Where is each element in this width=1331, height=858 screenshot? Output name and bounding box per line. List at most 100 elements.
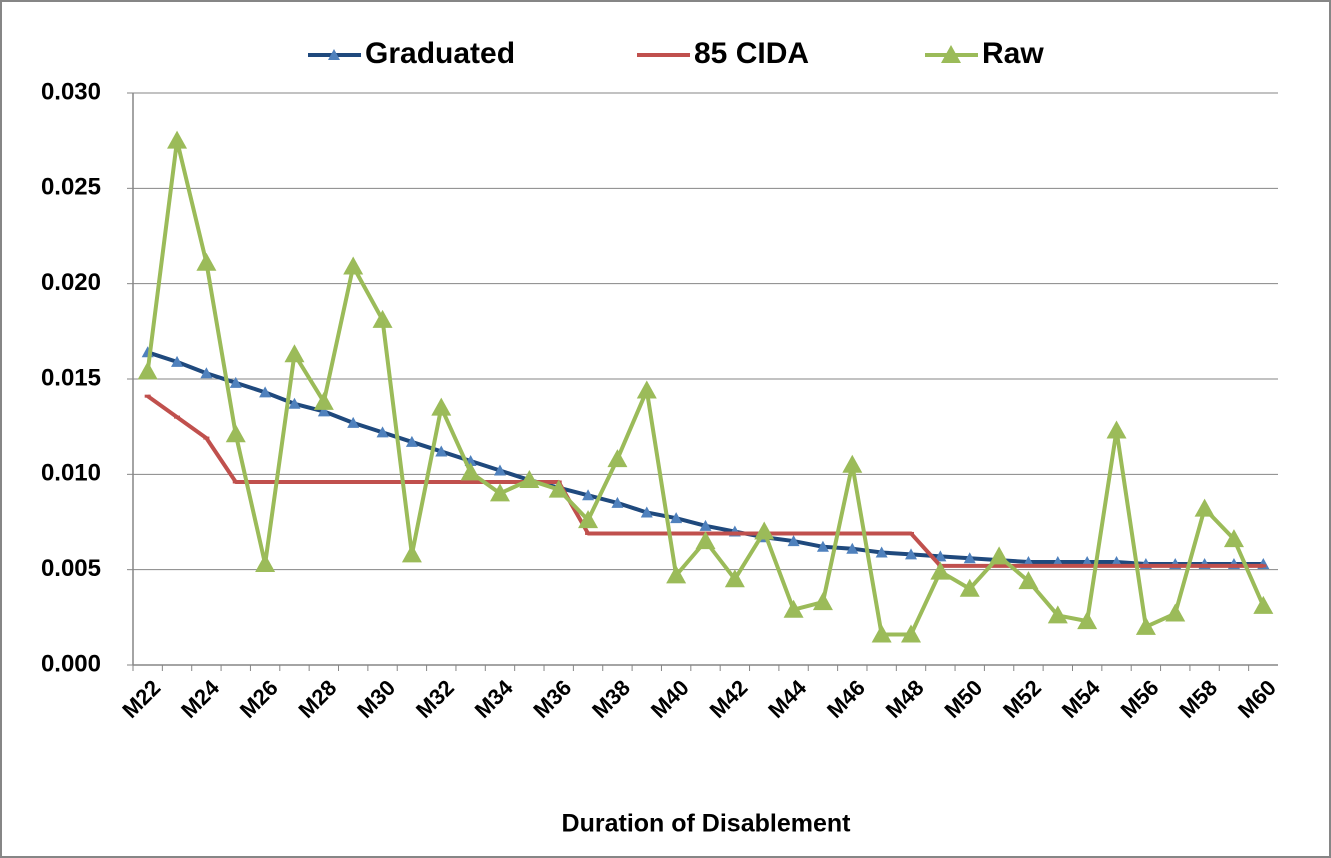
data-point — [401, 544, 422, 563]
data-point — [259, 386, 272, 398]
data-point — [489, 483, 510, 502]
data-point — [460, 462, 481, 481]
data-point — [930, 561, 951, 580]
data-point — [1253, 595, 1274, 614]
data-point — [288, 397, 301, 409]
data-point — [871, 624, 892, 643]
data-point — [1084, 564, 1091, 568]
data-point — [496, 480, 503, 484]
data-point — [724, 569, 745, 588]
data-point — [376, 426, 389, 438]
data-point — [167, 130, 188, 149]
data-point — [320, 480, 327, 484]
y-tick-label: 0.025 — [41, 174, 101, 201]
data-point — [431, 397, 452, 416]
data-point — [200, 367, 213, 379]
data-point — [350, 480, 357, 484]
data-point — [372, 309, 393, 328]
data-point — [754, 521, 775, 540]
data-point — [262, 480, 269, 484]
data-point — [901, 624, 922, 643]
data-point — [225, 424, 246, 443]
data-point — [908, 531, 915, 535]
data-point — [229, 376, 242, 388]
y-tick-label: 0.015 — [41, 364, 101, 391]
data-point — [1106, 420, 1127, 439]
data-point — [196, 252, 217, 271]
legend-marker — [941, 45, 961, 63]
data-point — [582, 489, 595, 501]
data-point — [846, 542, 859, 554]
data-point — [695, 531, 716, 550]
data-point — [790, 531, 797, 535]
data-point — [875, 546, 888, 558]
data-point — [819, 531, 826, 535]
data-point — [284, 344, 305, 363]
legend-label: Graduated — [365, 37, 515, 70]
data-point — [666, 565, 687, 584]
data-point — [1223, 529, 1244, 548]
legend-label: Raw — [982, 37, 1044, 70]
data-point — [347, 416, 360, 428]
data-point — [1142, 564, 1149, 568]
data-point — [1201, 564, 1208, 568]
data-point — [137, 361, 158, 380]
data-point — [493, 464, 506, 476]
data-point — [1165, 603, 1186, 622]
data-point — [405, 435, 418, 447]
data-point — [144, 394, 151, 398]
data-point — [607, 449, 628, 468]
data-point — [313, 391, 334, 410]
data-point — [959, 578, 980, 597]
y-tick-label: 0.005 — [41, 555, 101, 582]
data-point — [670, 512, 683, 524]
x-axis-title: Duration of Disablement — [562, 810, 852, 838]
data-point — [255, 553, 276, 572]
legend-marker — [660, 53, 666, 57]
legend-marker — [328, 49, 340, 60]
data-point — [438, 480, 445, 484]
y-tick-label: 0.000 — [41, 650, 101, 677]
data-point — [1172, 564, 1179, 568]
data-point — [343, 256, 364, 275]
data-point — [171, 355, 184, 367]
data-point — [783, 599, 804, 618]
legend-label: 85 CIDA — [694, 37, 809, 70]
data-point — [379, 480, 386, 484]
data-point — [585, 531, 592, 535]
data-point — [578, 510, 599, 529]
data-point — [232, 480, 239, 484]
y-tick-label: 0.020 — [41, 269, 101, 296]
data-point — [1025, 564, 1032, 568]
data-point — [787, 535, 800, 547]
data-point — [849, 531, 856, 535]
data-point — [1230, 564, 1237, 568]
data-point — [1018, 571, 1039, 590]
data-point — [842, 454, 863, 473]
data-point — [467, 480, 474, 484]
data-point — [731, 531, 738, 535]
data-point — [1260, 564, 1267, 568]
data-point — [643, 531, 650, 535]
data-point — [317, 405, 330, 417]
data-point — [1077, 611, 1098, 630]
data-point — [548, 479, 569, 498]
data-point — [519, 470, 540, 489]
data-point — [966, 564, 973, 568]
data-point — [435, 445, 448, 457]
data-point — [1047, 605, 1068, 624]
data-point — [1113, 564, 1120, 568]
y-tick-label: 0.030 — [41, 78, 101, 105]
data-point — [291, 480, 298, 484]
data-point — [989, 546, 1010, 565]
data-point — [1135, 616, 1156, 635]
data-point — [812, 592, 833, 611]
y-tick-label: 0.010 — [41, 460, 101, 487]
data-point — [174, 415, 181, 419]
data-point — [878, 531, 885, 535]
data-point — [636, 380, 657, 399]
data-point — [699, 519, 712, 531]
data-point — [934, 550, 947, 562]
